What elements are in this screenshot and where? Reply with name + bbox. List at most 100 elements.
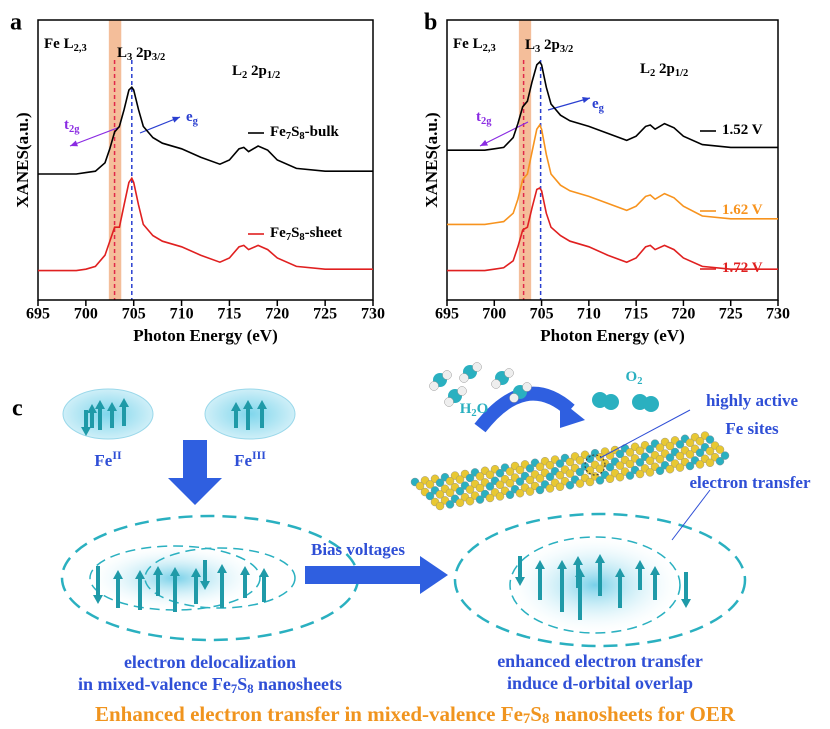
atom <box>635 469 645 479</box>
spin-head <box>200 581 210 590</box>
atom <box>585 477 595 487</box>
x-tick-label: 730 <box>766 306 790 323</box>
annotation: eg <box>186 109 199 127</box>
spin-arrow <box>240 566 250 598</box>
spin-arrow <box>191 568 201 604</box>
atom <box>415 481 425 491</box>
pointer-line <box>671 489 711 541</box>
atom <box>715 457 725 466</box>
right-arrow <box>305 556 448 594</box>
hydrogen-atom <box>442 370 452 380</box>
pointer-line <box>599 409 691 459</box>
annotation: Fe L2,3 <box>453 36 496 54</box>
transfer-label: electron transfer <box>690 473 811 492</box>
x-tick-label: 715 <box>624 306 648 323</box>
shaded-band <box>518 20 532 300</box>
series-line <box>447 123 778 226</box>
legend-label: 1.62 V <box>722 202 763 218</box>
atom <box>705 458 715 467</box>
y-axis-label: XANES(a.u.) <box>13 112 32 207</box>
x-axis-label: Photon Energy (eV) <box>133 326 277 345</box>
atom <box>575 467 585 477</box>
spin-head <box>191 568 201 577</box>
atom <box>635 458 645 467</box>
atom <box>555 482 565 491</box>
atom <box>715 445 725 454</box>
plot-frame <box>446 19 779 301</box>
atom <box>535 462 545 471</box>
atom <box>685 461 695 471</box>
spin-arrow <box>650 566 660 600</box>
diagram: c FeII FeIII Bias voltages H2O O2 highly <box>12 362 811 728</box>
atom <box>505 490 515 499</box>
atom <box>675 463 685 472</box>
atom <box>515 465 525 475</box>
hydrogen-atom <box>509 393 519 403</box>
site-marker <box>584 454 606 476</box>
x-tick-label: 725 <box>313 306 337 323</box>
atom <box>665 453 675 462</box>
atom <box>565 481 575 490</box>
hydrogen-atom <box>459 373 469 383</box>
spin-head <box>257 400 267 409</box>
x-tick-label: 695 <box>435 306 459 323</box>
figure-caption: Enhanced electron transfer in mixed-vale… <box>95 702 736 728</box>
atom <box>615 461 625 470</box>
panel-label: c <box>12 396 23 422</box>
panel-label: b <box>424 10 437 36</box>
atom <box>485 493 495 503</box>
atom <box>435 478 445 487</box>
hydrogen-atom <box>429 381 439 391</box>
spin-head <box>243 400 253 409</box>
x-tick-label: 695 <box>26 306 50 323</box>
atom <box>495 469 505 478</box>
atom <box>645 445 655 454</box>
hydrogen-atom <box>444 397 454 407</box>
legend-label: 1.72 V <box>722 260 763 276</box>
atom <box>495 492 505 501</box>
series-line <box>38 176 373 272</box>
atom <box>575 479 585 488</box>
atom <box>655 466 665 475</box>
atom <box>525 487 535 496</box>
atom <box>465 473 475 483</box>
spin-arrow <box>595 554 605 596</box>
x-tick-label: 715 <box>217 306 241 323</box>
spin-arrow <box>87 404 97 428</box>
spin-arrow <box>107 402 117 428</box>
atom <box>695 448 705 457</box>
oxygen-atom <box>643 396 659 412</box>
right-caption: enhanced electron transfer <box>497 651 703 671</box>
atom <box>645 456 655 465</box>
spin-head <box>113 570 123 579</box>
hydrogen-atom <box>491 379 501 389</box>
atom <box>675 451 685 461</box>
arrow-head <box>70 140 78 147</box>
spin-arrow <box>170 567 180 612</box>
spin-head <box>573 556 583 565</box>
spin-head <box>107 402 117 411</box>
spin-head <box>681 599 691 608</box>
x-tick-label: 720 <box>265 306 289 323</box>
h2o-label: H2O <box>460 401 489 419</box>
x-tick-label: 705 <box>530 306 554 323</box>
spin-head <box>595 554 605 563</box>
atom <box>425 480 435 489</box>
series-line <box>447 60 778 151</box>
spin-arrow <box>200 560 210 590</box>
legend-label: Fe7S8-bulk <box>270 124 340 142</box>
spin-head <box>95 400 105 409</box>
atom <box>505 479 515 488</box>
sites-label: highly active <box>706 391 799 410</box>
down-arrow <box>168 440 222 505</box>
legend-label: 1.52 V <box>722 122 763 138</box>
hydrogen-atom <box>472 362 482 372</box>
spin-head <box>635 560 645 569</box>
atom <box>445 488 455 497</box>
x-tick-label: 700 <box>482 306 506 323</box>
atom <box>545 461 555 470</box>
atom <box>705 447 715 456</box>
spin-arrow <box>615 568 625 608</box>
arrow-head <box>480 139 488 146</box>
